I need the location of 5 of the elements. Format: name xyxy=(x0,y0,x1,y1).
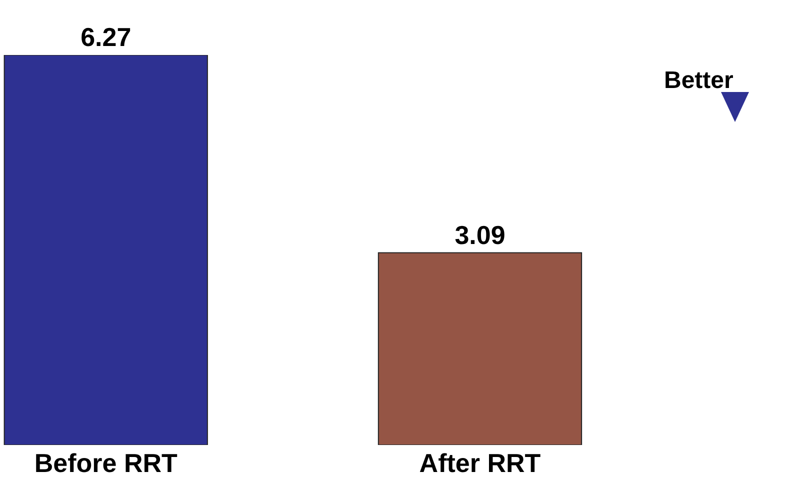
x-tick-label: Before RRT xyxy=(34,448,178,478)
x-tick-label: After RRT xyxy=(419,448,541,478)
data-label: 6.27 xyxy=(80,22,132,52)
data-label: 3.09 xyxy=(454,220,506,250)
annotation: Better xyxy=(664,67,734,94)
